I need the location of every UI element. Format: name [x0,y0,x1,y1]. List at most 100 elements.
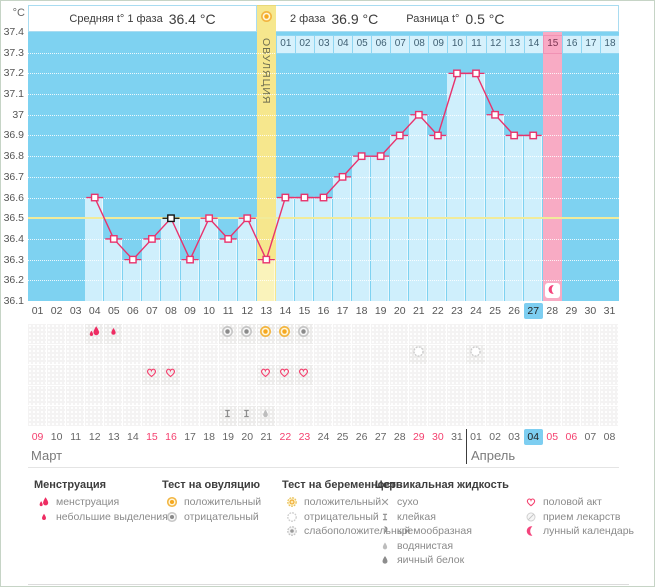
temperature-column-day-07[interactable] [142,238,161,301]
cervical-fluid-cell-day-06[interactable] [123,406,142,426]
intercourse-cell-day-25[interactable] [485,365,504,385]
pregnancy-tests-cell-day-10[interactable] [199,344,218,365]
temperature-column-day-25[interactable] [485,114,504,301]
medications-cell-day-20[interactable] [390,385,409,406]
pregnancy-tests-cell-day-31[interactable] [599,344,618,365]
pregnancy-tests-cell-day-13[interactable] [256,344,275,365]
menstruation-and-ovulation-tests-cell-day-18[interactable] [352,324,371,344]
medications-cell-day-26[interactable] [504,385,523,406]
medications-cell-day-23[interactable] [447,385,466,406]
cervical-fluid-cell-day-22[interactable] [428,406,447,426]
cervical-fluid-cell-day-19[interactable] [371,406,390,426]
cervical-fluid-cell-day-04[interactable] [85,406,104,426]
menstruation-and-ovulation-tests-cell-day-04[interactable] [85,324,104,344]
cervical-fluid-cell-day-28[interactable] [542,406,561,426]
cervical-fluid-cell-day-08[interactable] [161,406,180,426]
cervical-fluid-cell-day-27[interactable] [523,406,542,426]
intercourse-cell-day-24[interactable] [466,365,485,385]
temp-point-day-11[interactable] [219,235,237,243]
medications-cell-day-17[interactable] [333,385,352,406]
medications-cell-day-29[interactable] [561,385,580,406]
pregnancy-tests-cell-day-17[interactable] [333,344,352,365]
pregnancy-tests-cell-day-14[interactable] [275,344,294,365]
temperature-column-day-17[interactable] [333,176,352,301]
menstruation-and-ovulation-tests-cell-day-26[interactable] [504,324,523,344]
intercourse-cell-day-30[interactable] [580,365,599,385]
menstruation-and-ovulation-tests-cell-day-07[interactable] [142,324,161,344]
menstruation-and-ovulation-tests-cell-day-08[interactable] [161,324,180,344]
temp-point-day-09[interactable] [181,255,199,264]
intercourse-cell-day-19[interactable] [371,365,390,385]
pregnancy-tests-cell-day-29[interactable] [561,344,580,365]
medications-cell-day-24[interactable] [466,385,485,406]
temp-point-day-19[interactable] [372,152,390,161]
medications-cell-day-16[interactable] [313,385,333,406]
medications-cell-day-06[interactable] [123,385,142,406]
menstruation-and-ovulation-tests-cell-day-10[interactable] [199,324,218,344]
intercourse-cell-day-09[interactable] [180,365,199,385]
menstruation-and-ovulation-tests-cell-day-28[interactable] [542,324,561,344]
pregnancy-tests-cell-day-05[interactable] [104,344,123,365]
medications-cell-day-13[interactable] [256,385,275,406]
temperature-column-day-23[interactable] [447,73,466,301]
medications-cell-day-12[interactable] [237,385,256,406]
medications-cell-day-28[interactable] [542,385,561,406]
medications-cell-day-10[interactable] [199,385,218,406]
menstruation-and-ovulation-tests-cell-day-06[interactable] [123,324,142,344]
temp-point-day-24[interactable] [467,69,485,78]
cervical-fluid-cell-day-11[interactable] [218,406,237,426]
cervical-fluid-cell-day-05[interactable] [104,406,123,426]
medications-cell-day-11[interactable] [218,385,237,406]
temperature-column-day-19[interactable] [371,156,390,301]
cervical-fluid-cell-day-23[interactable] [447,406,466,426]
temp-point-day-07[interactable] [143,235,161,243]
pregnancy-tests-cell-day-01[interactable] [28,344,47,365]
menstruation-and-ovulation-tests-cell-day-17[interactable] [333,324,352,344]
pregnancy-tests-cell-day-23[interactable] [447,344,466,365]
menstruation-and-ovulation-tests-cell-day-20[interactable] [390,324,409,344]
medications-cell-day-15[interactable] [294,385,313,406]
cervical-fluid-cell-day-29[interactable] [561,406,580,426]
intercourse-cell-day-29[interactable] [561,365,580,385]
temp-point-day-13[interactable] [257,255,275,264]
menstruation-and-ovulation-tests-cell-day-16[interactable] [313,324,333,344]
menstruation-and-ovulation-tests-cell-day-19[interactable] [371,324,390,344]
medications-cell-day-19[interactable] [371,385,390,406]
menstruation-and-ovulation-tests-cell-day-14[interactable] [275,324,294,344]
intercourse-cell-day-06[interactable] [123,365,142,385]
intercourse-cell-day-14[interactable] [275,365,294,385]
intercourse-cell-day-04[interactable] [85,365,104,385]
intercourse-cell-day-03[interactable] [66,365,85,385]
menstruation-and-ovulation-tests-cell-day-29[interactable] [561,324,580,344]
menstruation-and-ovulation-tests-cell-day-22[interactable] [428,324,447,344]
intercourse-cell-day-15[interactable] [294,365,313,385]
temperature-column-day-08[interactable] [161,218,180,301]
menstruation-and-ovulation-tests-cell-day-23[interactable] [447,324,466,344]
menstruation-and-ovulation-tests-cell-day-11[interactable] [218,324,237,344]
temperature-column-day-05[interactable] [104,238,123,301]
intercourse-cell-day-22[interactable] [428,365,447,385]
temperature-column-day-14[interactable] [275,197,294,301]
temperature-column-day-10[interactable] [199,218,218,301]
menstruation-and-ovulation-tests-cell-day-30[interactable] [580,324,599,344]
pregnancy-tests-cell-day-20[interactable] [390,344,409,365]
pregnancy-tests-cell-day-09[interactable] [180,344,199,365]
intercourse-cell-day-13[interactable] [256,365,275,385]
temperature-column-day-11[interactable] [218,238,237,301]
pregnancy-tests-cell-day-16[interactable] [313,344,333,365]
temp-point-day-20[interactable] [391,131,409,140]
temperature-column-day-16[interactable] [313,197,333,301]
medications-cell-day-22[interactable] [428,385,447,406]
temp-point-day-12[interactable] [238,214,256,223]
temp-point-day-04[interactable] [86,193,104,202]
menstruation-and-ovulation-tests-cell-day-01[interactable] [28,324,47,344]
pregnancy-tests-cell-day-11[interactable] [218,344,237,365]
pregnancy-tests-cell-day-28[interactable] [542,344,561,365]
temp-point-day-08-selected[interactable] [162,214,180,223]
cervical-fluid-cell-day-30[interactable] [580,406,599,426]
temp-point-day-23[interactable] [448,69,466,78]
menstruation-and-ovulation-tests-cell-day-12[interactable] [237,324,256,344]
temp-point-day-17[interactable] [334,172,352,181]
medications-cell-day-09[interactable] [180,385,199,406]
cervical-fluid-cell-day-16[interactable] [313,406,333,426]
